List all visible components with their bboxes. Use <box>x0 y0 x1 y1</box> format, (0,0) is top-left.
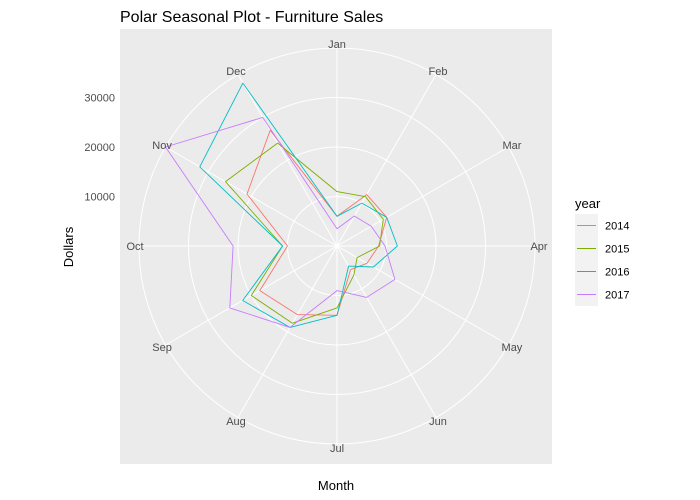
grid-spoke <box>336 245 509 346</box>
month-label: Dec <box>226 66 246 78</box>
legend-label: 2015 <box>605 244 629 256</box>
month-label: Nov <box>152 140 172 152</box>
month-labels: Jan Feb Mar Apr May Jun Jul Aug Sep Oct Nov Dec <box>126 39 547 455</box>
month-label: Oct <box>126 241 143 253</box>
series-line-2015 <box>225 142 384 324</box>
grid-spoke <box>336 146 509 247</box>
radial-tick-label: 20000 <box>84 142 115 154</box>
legend-label: 2016 <box>605 267 629 279</box>
chart-title: Polar Seasonal Plot - Furniture Sales <box>120 9 383 26</box>
grid-spoke <box>237 74 338 247</box>
legend-label: 2014 <box>605 221 629 233</box>
radial-tick-label: 10000 <box>84 192 115 204</box>
month-label: Feb <box>429 66 448 78</box>
month-label: Jul <box>330 443 344 455</box>
month-label: Apr <box>530 241 547 253</box>
radial-tick-labels: 10000 20000 30000 <box>84 93 115 204</box>
grid-spoke <box>165 146 338 247</box>
month-label: Mar <box>502 140 521 152</box>
month-label: Jun <box>429 416 447 428</box>
radial-tick-label: 30000 <box>84 93 115 105</box>
month-label: Sep <box>152 342 172 354</box>
series-group <box>165 82 398 328</box>
x-axis-title: Month <box>318 478 354 493</box>
grid-spoke <box>237 245 338 418</box>
legend-title: year <box>575 196 601 211</box>
series-line-2017 <box>165 116 396 328</box>
legend-label: 2017 <box>605 290 629 302</box>
series-line-2016 <box>199 82 398 328</box>
y-axis-title: Dollars <box>61 226 76 267</box>
grid-spoke <box>336 74 437 247</box>
month-label: Jan <box>328 39 346 51</box>
legend: year 2014 2015 2016 2017 <box>575 196 629 306</box>
month-label: May <box>502 342 523 354</box>
month-label: Aug <box>226 416 246 428</box>
